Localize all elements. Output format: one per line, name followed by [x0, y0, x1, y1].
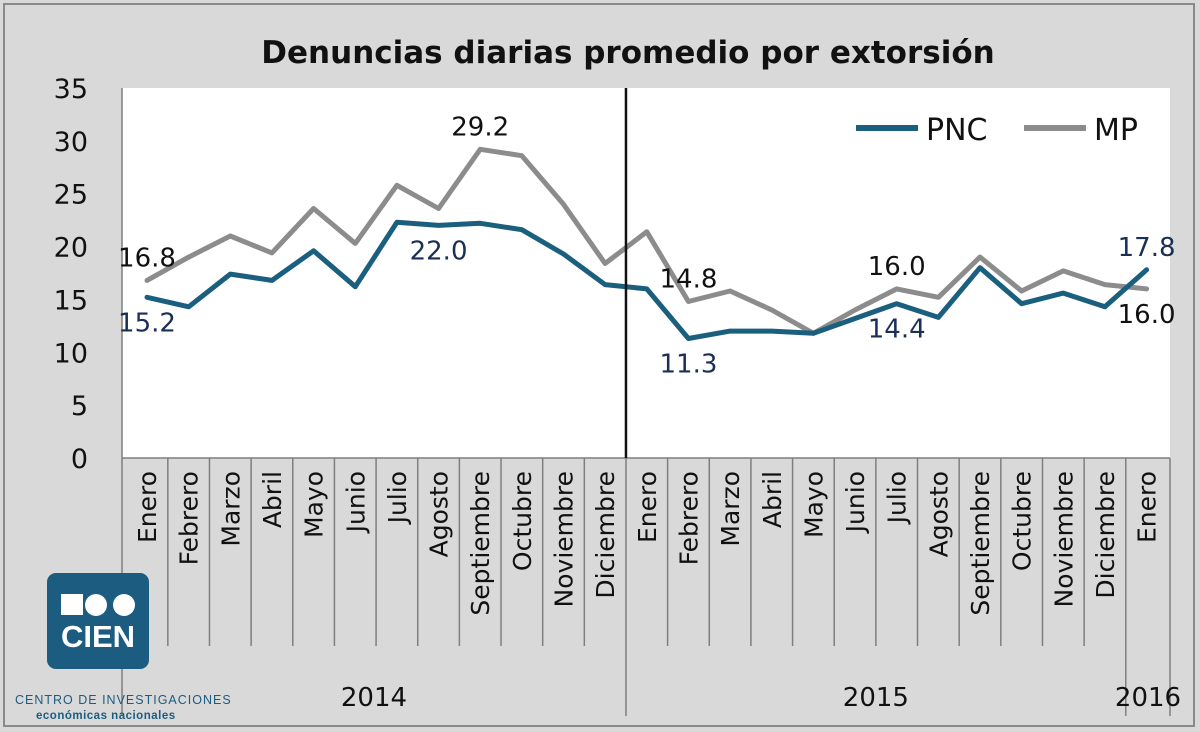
x-tick-label: Diciembre — [1091, 471, 1120, 599]
logo-tagline-1: CENTRO DE INVESTIGACIONES — [15, 693, 232, 707]
x-axis: Enero Febrero Marzo Abril Mayo Junio Julio Agos… — [121, 457, 1181, 716]
data-label-pnc: 11.3 — [660, 350, 718, 380]
year-label: 2015 — [843, 683, 909, 713]
series-line-pnc — [144, 219, 1150, 341]
logo-tagline-2: económicas nacionales — [36, 710, 176, 722]
plot-area — [122, 88, 1170, 458]
chart-title: Denuncias diarias promedio por extorsión — [261, 35, 994, 71]
y-tick-label: 15 — [54, 285, 88, 316]
x-tick-label: Julio — [883, 471, 912, 525]
x-tick-label: Abril — [258, 471, 287, 528]
x-tick-label: Octubre — [1008, 471, 1037, 571]
x-tick-label: Noviembre — [1049, 471, 1078, 607]
data-label-mp: 29.2 — [451, 112, 509, 142]
year-label: 2014 — [341, 683, 407, 713]
y-tick-label: 35 — [54, 74, 88, 105]
x-tick-label: Abril — [758, 471, 787, 528]
cien-logo: CIEN CENTRO DE INVESTIGACIONES económica… — [15, 573, 232, 722]
y-tick-label: 0 — [71, 444, 88, 475]
x-tick-label: Julio — [383, 471, 412, 525]
series-layer — [144, 88, 1150, 458]
x-tick-label: Junio — [341, 471, 370, 534]
data-label-pnc: 14.4 — [868, 315, 926, 345]
x-tick-label: Mayo — [300, 471, 329, 538]
data-label-mp: 16.0 — [868, 252, 926, 282]
y-axis: 0 5 10 15 20 25 30 35 — [54, 74, 123, 475]
data-label-mp: 16.0 — [1118, 300, 1176, 330]
data-label-pnc: 17.8 — [1118, 233, 1176, 263]
x-tick-label: Enero — [1133, 471, 1162, 543]
logo-square-mark — [61, 594, 83, 615]
y-tick-label: 30 — [54, 127, 88, 158]
y-tick-label: 25 — [54, 180, 88, 211]
data-label-mp: 14.8 — [660, 265, 718, 295]
legend-label-mp: MP — [1094, 113, 1138, 148]
x-tick-label: Mayo — [799, 471, 828, 538]
legend-label-pnc: PNC — [926, 113, 987, 148]
y-tick-label: 5 — [71, 391, 88, 422]
x-tick-label: Noviembre — [550, 471, 579, 607]
x-tick-label: Marzo — [216, 471, 245, 547]
x-tick-label: Febrero — [674, 471, 703, 565]
x-tick-label: Febrero — [175, 471, 204, 565]
logo-circle-mark — [113, 594, 135, 616]
x-tick-label: Agosto — [425, 471, 454, 557]
x-tick-label: Junio — [841, 471, 870, 534]
data-label-pnc: 22.0 — [410, 236, 468, 266]
legend: PNC MP — [856, 113, 1138, 148]
logo-circle-mark — [85, 594, 107, 616]
data-labels: 15.2 22.0 11.3 14.4 17.8 16.8 29.2 14.8 16.0 16.0 — [118, 112, 1175, 379]
data-label-pnc: 15.2 — [118, 308, 176, 338]
x-tick-label: Agosto — [924, 471, 953, 557]
x-tick-label: Enero — [133, 471, 162, 543]
x-tick-label: Octubre — [508, 471, 537, 571]
year-label: 2016 — [1115, 683, 1181, 713]
x-tick-label: Enero — [633, 471, 662, 543]
x-tick-label: Septiembre — [466, 471, 495, 616]
x-tick-label: Septiembre — [966, 471, 995, 616]
data-label-mp: 16.8 — [118, 243, 176, 273]
y-tick-label: 20 — [54, 233, 88, 264]
logo-wordmark: CIEN — [61, 619, 135, 654]
x-tick-label: Diciembre — [591, 471, 620, 599]
series-line-mp — [144, 146, 1150, 336]
x-tick-label: Marzo — [716, 471, 745, 547]
y-tick-label: 10 — [54, 338, 88, 369]
